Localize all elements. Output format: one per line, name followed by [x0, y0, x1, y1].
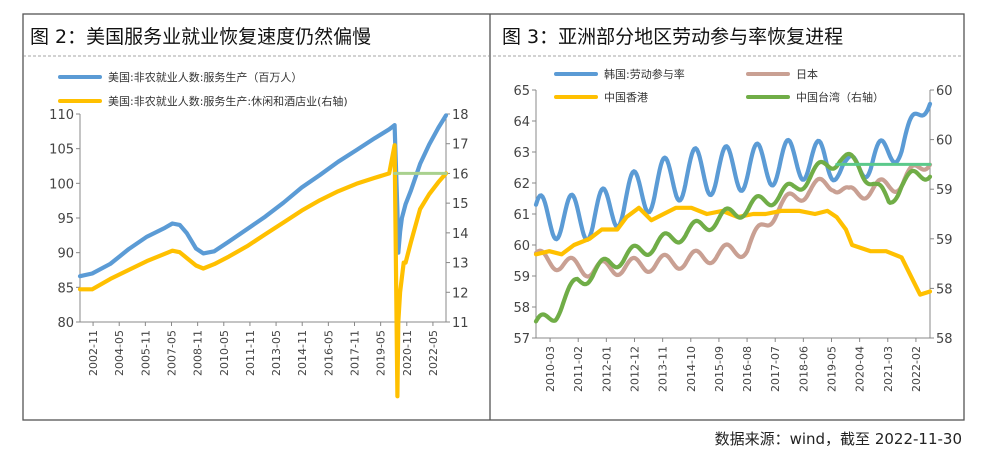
x-tick-label: 2014-11	[296, 330, 309, 376]
y-tick-label: 110	[49, 108, 74, 123]
x-tick-label: 2020-04	[854, 346, 867, 392]
x-tick-label: 2016-08	[741, 346, 754, 392]
y-tick-label: 90	[57, 247, 74, 262]
x-tick-label: 2012-01	[600, 346, 613, 392]
x-tick-label: 2019-05	[375, 330, 388, 376]
x-tick-label: 2008-11	[192, 330, 205, 376]
series-line-0-1	[77, 143, 449, 399]
x-tick-label: 2010-05	[218, 330, 231, 376]
x-tick-label: 2017-11	[349, 330, 362, 376]
y-tick-label: 64	[513, 115, 530, 130]
legend-label-us-services: 美国:非农就业人数:服务生产（百万人）	[108, 70, 302, 84]
y-tick-label: 65	[513, 84, 530, 99]
y-tick-label: 59	[513, 270, 530, 285]
y-tick-label: 95	[57, 212, 74, 227]
x-tick-label: 2019-05	[826, 346, 839, 392]
left-legend: 美国:非农就业人数:服务生产（百万人） 美国:非农就业人数:服务生产:休闲和酒店…	[58, 70, 348, 108]
y2-tick-label: 60	[936, 84, 953, 99]
y2-tick-label: 58	[936, 332, 953, 347]
x-tick-label: 2007-05	[166, 330, 179, 376]
legend-label-hongkong: 中国香港	[604, 91, 648, 104]
y2-tick-label: 59	[936, 233, 953, 248]
x-tick-label: 2015-09	[713, 346, 726, 392]
y2-tick-label: 16	[452, 167, 469, 182]
right-chart-plot: 57 58 59 60 61 62 63 64 65 58 58 59 59 60 60 2010-03 201…	[513, 84, 952, 392]
x-tick-label: 2013-11	[657, 346, 670, 392]
left-chart-plot: 80 85 90 95 100 105 110 11 12 13 14 15 16 17 18 2002-11…	[49, 108, 469, 399]
left-chart-title: 图 2：美国服务业就业恢复速度仍然偏慢	[30, 26, 371, 48]
y-tick-label: 63	[513, 146, 530, 161]
x-tick-label: 2013-05	[270, 330, 283, 376]
x-tick-label: 2018-06	[797, 346, 810, 392]
legend-label-us-leisure: 美国:非农就业人数:服务生产:休闲和酒店业(右轴)	[108, 94, 348, 108]
x-tick-label: 2014-10	[685, 346, 698, 392]
y-tick-label: 80	[57, 316, 74, 331]
x-tick-label: 2021-03	[882, 346, 895, 392]
series-line-1-3	[533, 151, 933, 324]
y-tick-label: 57	[513, 332, 530, 347]
x-tick-label: 2016-05	[322, 330, 335, 376]
y-tick-label: 105	[49, 143, 74, 158]
right-legend: 韩国:劳动参与率 日本 中国香港 中国台湾（右轴）	[554, 67, 884, 104]
figure-border	[22, 13, 965, 421]
y2-tick-label: 17	[452, 138, 469, 153]
y-tick-label: 58	[513, 301, 530, 316]
series-line-1-0	[533, 101, 933, 242]
y-tick-label: 100	[49, 177, 74, 192]
x-tick-label: 2017-07	[769, 346, 782, 392]
y2-tick-label: 14	[452, 227, 469, 242]
series-line-0-0	[77, 113, 449, 279]
x-tick-label: 2011-11	[244, 330, 257, 376]
y2-tick-label: 59	[936, 183, 953, 198]
y-tick-label: 60	[513, 239, 530, 254]
y-tick-label: 62	[513, 177, 530, 192]
x-tick-label: 2020-11	[401, 330, 414, 376]
y2-tick-label: 18	[452, 108, 469, 123]
y-tick-label: 85	[57, 281, 74, 296]
x-tick-label: 2022-05	[427, 330, 440, 376]
y2-tick-label: 13	[452, 257, 469, 272]
y2-tick-label: 58	[936, 282, 953, 297]
x-tick-label: 2012-12	[629, 346, 642, 392]
legend-label-taiwan: 中国台湾（右轴）	[796, 90, 884, 104]
y-tick-label: 61	[513, 208, 530, 223]
right-chart-title: 图 3：亚洲部分地区劳动参与率恢复进程	[502, 26, 843, 48]
data-source-note: 数据来源：wind，截至 2022-11-30	[715, 430, 962, 448]
y2-tick-label: 15	[452, 197, 469, 212]
legend-label-korea: 韩国:劳动参与率	[604, 67, 685, 81]
y2-tick-label: 11	[452, 316, 469, 331]
legend-label-japan: 日本	[796, 67, 818, 81]
y2-tick-label: 12	[452, 286, 469, 301]
y2-tick-label: 60	[936, 134, 953, 149]
x-tick-label: 2022-02	[910, 346, 923, 392]
x-tick-label: 2011-02	[572, 346, 585, 392]
x-tick-label: 2005-11	[139, 330, 152, 376]
x-tick-label: 2004-05	[113, 330, 126, 376]
x-tick-label: 2002-11	[87, 330, 100, 376]
x-tick-label: 2010-03	[544, 346, 557, 392]
